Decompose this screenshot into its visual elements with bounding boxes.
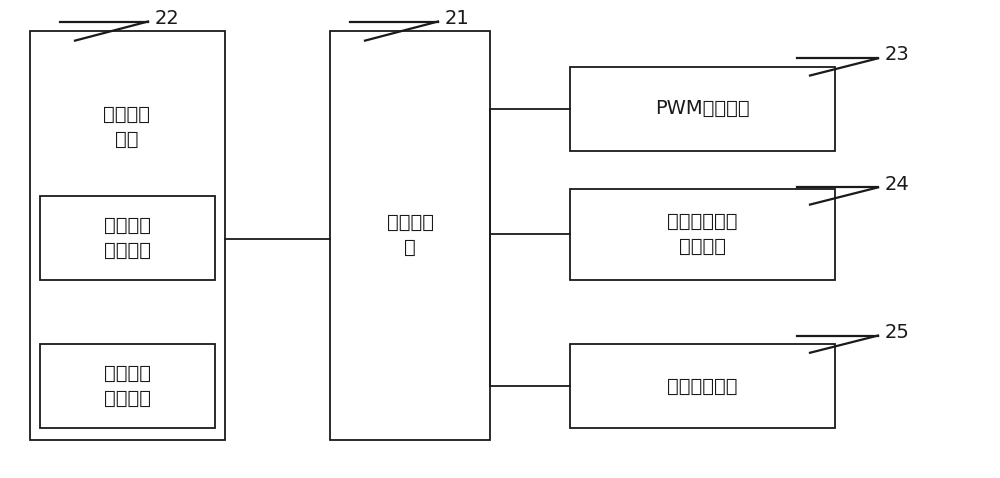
Text: 信号采集
单元: 信号采集 单元 (104, 105, 150, 149)
Text: 24: 24 (885, 174, 910, 194)
Text: PWM驱动单元: PWM驱动单元 (655, 99, 750, 118)
Text: 第一数据通信
接口单元: 第一数据通信 接口单元 (667, 212, 738, 256)
Bar (30, 31, 225, 440)
Text: 第一存储单元: 第一存储单元 (667, 377, 738, 395)
Text: 模拟信号
采集单元: 模拟信号 采集单元 (104, 216, 151, 260)
Bar (40, 344, 215, 428)
Bar (40, 196, 215, 280)
Bar (330, 31, 490, 440)
Bar (570, 67, 835, 151)
Bar (570, 189, 835, 280)
Text: 23: 23 (885, 45, 910, 65)
Text: 数字信号
采集单元: 数字信号 采集单元 (104, 364, 151, 408)
Bar (570, 344, 835, 428)
Text: 21: 21 (445, 9, 470, 28)
Text: 22: 22 (155, 9, 180, 28)
Text: 逆变控制
器: 逆变控制 器 (387, 213, 434, 258)
Text: 25: 25 (885, 323, 910, 342)
